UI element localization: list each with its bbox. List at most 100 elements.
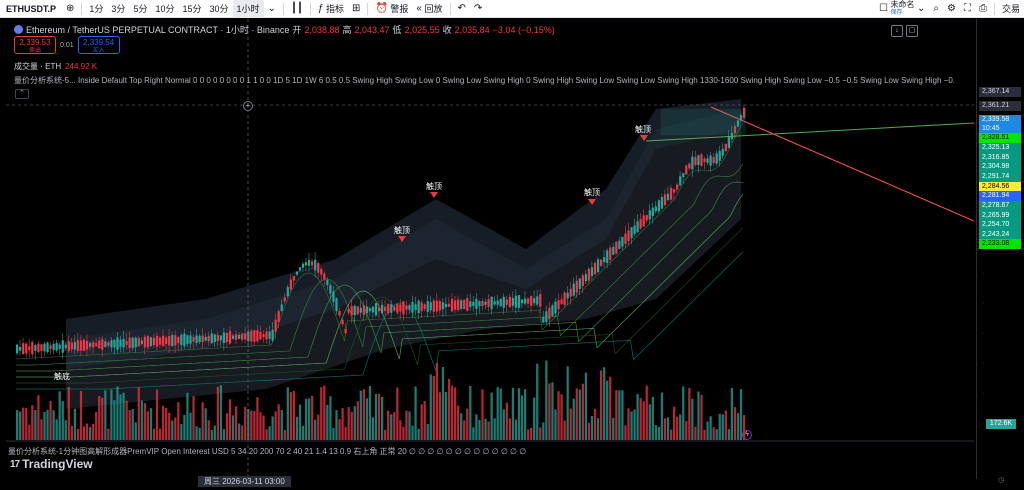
- volume-bar: [262, 415, 265, 440]
- interval-dropdown[interactable]: ⌄: [264, 0, 280, 18]
- price-axis-tick: ·: [982, 300, 985, 307]
- volume-bar: [673, 406, 676, 440]
- volume-bar: [31, 405, 34, 440]
- candle-body: [654, 206, 657, 212]
- volume-bar: [615, 390, 618, 440]
- volume-bar: [140, 400, 143, 440]
- oi-indicator-legend[interactable]: 量价分析系统-1分钟图高解形成器PremVIP Open Interest US…: [8, 447, 527, 456]
- chart-type-button[interactable]: ┃┃: [287, 0, 307, 18]
- volume-bar: [344, 426, 347, 440]
- volume-bar: [76, 428, 80, 440]
- volume-bar: [569, 408, 572, 440]
- candle-body: [73, 342, 77, 350]
- candle-body: [444, 303, 448, 308]
- volume-bar: [475, 414, 478, 440]
- settings-button[interactable]: ⚙: [943, 0, 960, 18]
- candle-body: [250, 330, 253, 342]
- interval-30m[interactable]: 30分: [209, 4, 229, 14]
- moving-average-line: [16, 181, 744, 372]
- candle-body: [499, 298, 502, 307]
- candle-body: [67, 341, 70, 352]
- volume-legend[interactable]: 成交量 · ETH 244.92 K: [14, 62, 98, 71]
- volume-bar: [192, 396, 195, 440]
- chart-canvas[interactable]: 触顶 触顶 触顶 触顶 触底 Ethereum / TetherUS PERPETUAL…: [6, 19, 974, 479]
- interval-15m[interactable]: 15分: [182, 4, 202, 14]
- candle-body: [630, 227, 633, 239]
- candle-body: [259, 331, 262, 340]
- tradingview-logo[interactable]: 17 TradingView: [10, 457, 93, 471]
- add-symbol-button[interactable]: ⊕: [62, 0, 78, 18]
- sell-button[interactable]: 2,339.53 卖出: [14, 36, 56, 54]
- candle-body: [679, 176, 682, 186]
- candle-body: [241, 333, 244, 340]
- volume-bar: [484, 418, 487, 440]
- event-marker[interactable]: ϟ: [742, 430, 752, 440]
- candle-body: [95, 343, 98, 347]
- scroll-down-button[interactable]: ↓: [891, 25, 903, 37]
- volume-bar: [560, 394, 563, 440]
- candle-body: [183, 333, 186, 347]
- volume-bar: [727, 429, 730, 440]
- volume-bar: [505, 402, 508, 440]
- alert-button[interactable]: ⏰ 警报: [375, 3, 409, 14]
- interval-1m[interactable]: 1分: [89, 4, 104, 14]
- time-settings-button[interactable]: ◷: [994, 476, 1008, 487]
- candle-body: [460, 300, 463, 309]
- divider: [81, 2, 83, 15]
- candle-body: [715, 153, 718, 164]
- interval-3m[interactable]: 3分: [111, 4, 126, 14]
- volume-bar: [198, 427, 201, 440]
- interval-1h[interactable]: 1小时: [232, 0, 264, 18]
- interval-10m[interactable]: 10分: [155, 4, 175, 14]
- candle-body: [402, 301, 405, 315]
- candle-body: [40, 344, 43, 351]
- candle-body: [514, 295, 518, 308]
- templates-button[interactable]: ⊞: [348, 0, 364, 18]
- volume-bar: [259, 412, 262, 440]
- candle-body: [198, 335, 201, 343]
- price-axis[interactable]: 2,367.14 2,361.21 2,339.58 10:45 2,328.51 2,3…: [976, 19, 1024, 479]
- indicator-legend[interactable]: 量价分析系统-5... Inside Default Top Right Nor…: [14, 76, 954, 85]
- candle-body: [146, 336, 150, 348]
- volume-bar: [146, 411, 150, 440]
- candle-body: [119, 339, 122, 347]
- volume-bar: [499, 388, 502, 440]
- volume-bar: [40, 419, 43, 440]
- maximize-pane-button[interactable]: ▢: [906, 25, 918, 37]
- snapshot-button[interactable]: ⎙: [975, 0, 991, 18]
- quick-search-button[interactable]: ⌕: [929, 0, 943, 18]
- replay-button[interactable]: « 回放: [416, 3, 443, 14]
- volume-bar: [387, 410, 390, 440]
- buy-button[interactable]: 2,339.54 买入: [77, 36, 120, 54]
- collapse-legend-button[interactable]: ⌃: [15, 89, 29, 99]
- volume-bar: [533, 397, 536, 440]
- undo-button[interactable]: ↶: [454, 0, 470, 18]
- range-box: [660, 108, 747, 136]
- layout-name: 未命名 保存: [890, 0, 915, 16]
- volume-bar: [113, 400, 116, 440]
- redo-button[interactable]: ↷: [470, 0, 486, 18]
- indicators-button[interactable]: ƒ 指标: [317, 3, 345, 14]
- price-axis-label: 2,328.51: [979, 133, 1021, 143]
- layout-button[interactable]: ☐ 未命名 保存 ⌄: [875, 0, 929, 18]
- legend-title[interactable]: Ethereum / TetherUS PERPETUAL CONTRACT ·…: [26, 25, 290, 35]
- trade-button[interactable]: 交易: [1001, 4, 1020, 14]
- candle-body: [235, 334, 238, 340]
- chart-pane[interactable]: 触顶 触顶 触顶 触顶 触底 Ethereum / TetherUS PERPETUAL…: [0, 19, 1024, 490]
- interval-5m[interactable]: 5分: [133, 4, 148, 14]
- fullscreen-button[interactable]: ⛶: [960, 0, 975, 18]
- candle-body: [584, 274, 588, 282]
- candle-body: [669, 188, 673, 200]
- crosshair-add-button[interactable]: +: [243, 101, 253, 111]
- volume-bar: [61, 401, 64, 440]
- volume-bar: [204, 408, 207, 440]
- candle-body: [134, 337, 137, 348]
- volume-bar: [596, 418, 600, 440]
- volume-bar: [49, 400, 52, 440]
- volume-bar: [469, 385, 472, 440]
- candle-body: [22, 343, 25, 355]
- symbol-search-button[interactable]: ETHUSDT.P: [6, 3, 57, 14]
- chevron-down-icon: ⌄: [267, 3, 276, 14]
- volume-bar: [256, 397, 259, 440]
